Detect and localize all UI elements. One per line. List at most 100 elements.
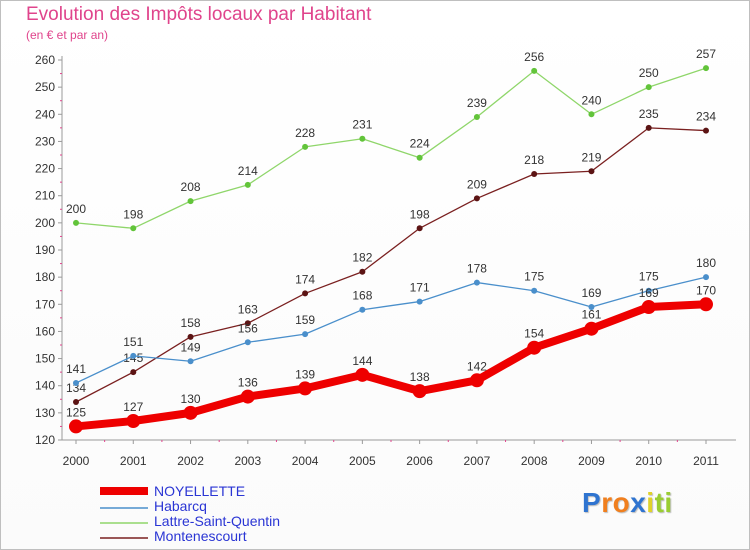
y-tick-label: 140 (35, 379, 55, 393)
data-point-montenescourt (588, 168, 595, 175)
y-tick-label: 230 (35, 134, 55, 148)
data-point-habarcq (359, 306, 366, 313)
x-tick-label: 2000 (63, 454, 90, 468)
y-tick-label: 200 (35, 216, 55, 230)
data-label-habarcq: 159 (295, 313, 315, 327)
data-point-lattre-saint-quentin (645, 84, 652, 91)
data-point-montenescourt (73, 399, 79, 405)
logo-letter: t (654, 487, 665, 518)
y-tick-label: 120 (35, 433, 55, 447)
proxiti-logo: Proxiti (582, 487, 673, 519)
data-label-montenescourt: 182 (352, 251, 372, 265)
data-point-montenescourt (302, 290, 309, 297)
data-label-habarcq: 149 (181, 340, 201, 354)
series-line-habarcq (75, 276, 707, 384)
x-tick-label: 2001 (120, 454, 147, 468)
legend-label-lattre-saint-quentin: Lattre-Saint-Quentin (154, 513, 281, 529)
data-point-lattre-saint-quentin (73, 219, 79, 226)
data-label-lattre-saint-quentin: 257 (696, 47, 716, 61)
data-label-habarcq: 175 (639, 270, 659, 284)
x-tick-label: 2003 (234, 454, 261, 468)
data-label-lattre-saint-quentin: 231 (352, 118, 372, 132)
series-line-lattre-saint-quentin (75, 67, 707, 229)
data-point-lattre-saint-quentin (473, 114, 480, 120)
data-point-montenescourt (244, 320, 251, 327)
data-point-montenescourt (359, 268, 366, 275)
data-label-noyellette: 130 (181, 392, 201, 406)
data-label-habarcq: 169 (581, 286, 601, 300)
data-point-montenescourt (531, 171, 538, 177)
legend-swatch-noyellette (100, 487, 148, 495)
data-label-montenescourt: 198 (410, 207, 430, 221)
x-tick-label: 2004 (292, 454, 319, 468)
data-point-montenescourt (416, 225, 423, 232)
y-tick-label: 240 (35, 107, 55, 121)
data-point-lattre-saint-quentin (703, 65, 709, 72)
data-label-montenescourt: 174 (295, 272, 315, 286)
data-label-montenescourt: 219 (581, 150, 601, 164)
series-line-noyellette (72, 300, 710, 431)
data-label-montenescourt: 235 (639, 107, 659, 121)
data-label-habarcq: 151 (123, 335, 143, 349)
data-point-noyellette (641, 300, 656, 314)
data-label-noyellette: 139 (295, 367, 315, 381)
data-label-montenescourt: 218 (524, 153, 544, 167)
legend-item-lattre-saint-quentin: Lattre-Saint-Quentin (96, 513, 356, 529)
data-point-montenescourt (130, 369, 137, 376)
x-tick-label: 2011 (693, 454, 719, 468)
data-point-noyellette (527, 340, 542, 355)
data-point-noyellette (699, 297, 713, 312)
x-tick-label: 2005 (349, 454, 376, 468)
y-tick-label: 150 (35, 352, 55, 366)
legend-item-montenescourt: Montenescourt (96, 528, 356, 544)
legend: NOYELLETTE Habarcq Lattre-Saint-Quentin … (96, 483, 356, 544)
data-label-noyellette: 170 (696, 283, 716, 297)
logo-letter: o (612, 487, 631, 518)
logo-letter: x (630, 487, 647, 518)
data-label-montenescourt: 158 (181, 316, 201, 330)
chart-title: Evolution des Impôts locaux par Habitant (26, 4, 372, 25)
data-label-lattre-saint-quentin: 198 (123, 207, 143, 221)
x-tick-label: 2008 (521, 454, 548, 468)
data-point-noyellette (298, 381, 313, 396)
data-point-habarcq (473, 279, 480, 286)
data-label-montenescourt: 234 (696, 110, 716, 124)
data-point-noyellette (584, 321, 599, 336)
data-label-habarcq: 141 (66, 362, 86, 376)
data-point-noyellette (126, 414, 141, 428)
data-label-noyellette: 142 (467, 359, 487, 373)
data-label-noyellette: 136 (238, 376, 258, 390)
y-tick-label: 160 (35, 324, 55, 338)
data-label-habarcq: 180 (696, 256, 716, 270)
y-tick-label: 180 (35, 270, 55, 284)
data-point-lattre-saint-quentin (244, 181, 251, 188)
data-point-habarcq (703, 274, 709, 281)
data-point-lattre-saint-quentin (416, 154, 423, 161)
legend-item-noyellette: NOYELLETTE (96, 483, 356, 499)
data-label-lattre-saint-quentin: 239 (467, 96, 487, 110)
data-label-noyellette: 169 (639, 286, 659, 300)
data-label-noyellette: 125 (66, 405, 86, 419)
data-label-lattre-saint-quentin: 224 (410, 137, 430, 151)
series-line-montenescourt (75, 127, 707, 403)
data-point-lattre-saint-quentin (130, 225, 137, 232)
data-point-lattre-saint-quentin (187, 198, 194, 205)
y-tick-label: 210 (35, 189, 55, 203)
data-point-habarcq (645, 287, 652, 294)
data-point-montenescourt (187, 333, 194, 340)
data-point-noyellette (69, 419, 83, 434)
legend-swatch-lattre-saint-quentin (100, 522, 148, 524)
data-label-lattre-saint-quentin: 208 (181, 180, 201, 194)
logo-letter: i (646, 487, 655, 518)
data-label-habarcq: 168 (352, 289, 372, 303)
data-point-montenescourt (473, 195, 480, 202)
data-label-lattre-saint-quentin: 240 (581, 93, 601, 107)
x-tick-label: 2010 (635, 454, 662, 468)
data-label-habarcq: 175 (524, 270, 544, 284)
y-tick-label: 220 (35, 162, 55, 176)
data-label-lattre-saint-quentin: 200 (66, 202, 86, 216)
data-point-lattre-saint-quentin (588, 111, 595, 118)
y-tick-label: 260 (35, 53, 55, 67)
